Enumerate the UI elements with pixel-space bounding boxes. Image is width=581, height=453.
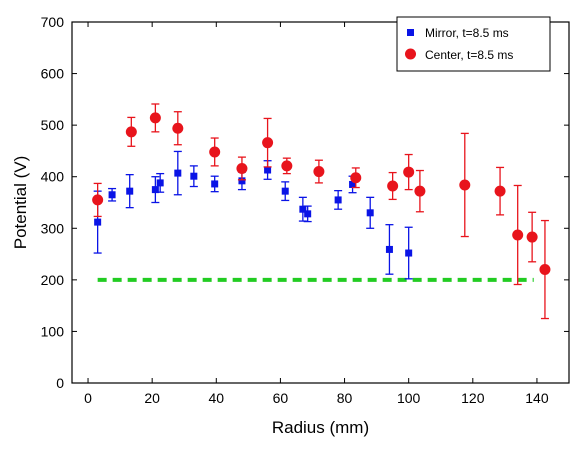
legend-marker-circle: [405, 48, 416, 60]
x-tick-label: 40: [209, 390, 225, 406]
data-point-square: [238, 177, 246, 185]
data-point-square: [108, 191, 116, 199]
data-point-circle: [92, 194, 104, 206]
data-point-circle: [387, 180, 399, 192]
data-point-square: [281, 187, 289, 195]
data-point-square: [334, 196, 342, 204]
y-tick-label: 700: [41, 14, 65, 30]
data-point-square: [385, 245, 393, 253]
x-tick-label: 20: [144, 390, 160, 406]
x-axis-title: Radius (mm): [272, 418, 369, 437]
data-point-square: [126, 187, 134, 195]
data-point-circle: [403, 166, 415, 178]
series-mirror: [93, 150, 413, 280]
y-tick-label: 300: [41, 220, 65, 236]
legend-marker-square: [407, 29, 414, 36]
data-point-circle: [539, 264, 551, 276]
data-point-square: [264, 166, 272, 174]
data-point-square: [211, 180, 219, 188]
data-point-square: [299, 205, 307, 213]
data-point-circle: [459, 179, 471, 191]
data-point-circle: [149, 112, 161, 124]
x-tick-label: 0: [84, 390, 92, 406]
legend-item-center: Center, t=8.5 ms: [405, 48, 513, 62]
series-center: [92, 103, 551, 320]
data-point-circle: [125, 126, 137, 138]
legend: Mirror, t=8.5 ms Center, t=8.5 ms: [396, 16, 551, 72]
data-point-square: [349, 180, 357, 188]
data-point-circle: [209, 146, 221, 158]
legend-item-mirror: Mirror, t=8.5 ms: [407, 26, 509, 40]
x-tick-label: 120: [461, 390, 485, 406]
y-tick-label: 0: [56, 375, 64, 391]
y-axis-title: Potential (V): [11, 156, 30, 250]
y-tick-label: 400: [41, 169, 65, 185]
data-point-circle: [494, 185, 506, 197]
data-point-circle: [350, 172, 362, 184]
y-tick-label: 200: [41, 272, 65, 288]
data-point-circle: [281, 160, 293, 172]
y-tick-label: 500: [41, 117, 65, 133]
x-tick-label: 100: [397, 390, 421, 406]
data-point-circle: [313, 166, 325, 178]
data-point-circle: [512, 229, 524, 241]
plot-border: [71, 21, 570, 384]
data-point-circle: [414, 185, 426, 197]
data-point-circle: [262, 137, 274, 149]
data-point-circle: [526, 231, 538, 243]
data-point-square: [304, 210, 312, 218]
x-tick-label: 60: [273, 390, 289, 406]
data-point-square: [405, 249, 413, 257]
data-point-square: [366, 209, 374, 217]
axes-layer: 0 100 200 300 400 500 600 700 0 20 40 60 80 100 120 140: [41, 14, 569, 406]
x-tick-label: 140: [525, 390, 549, 406]
y-tick-label: 600: [41, 66, 65, 82]
legend-label-center: Center, t=8.5 ms: [425, 48, 513, 62]
data-point-circle: [172, 122, 184, 134]
legend-label-mirror: Mirror, t=8.5 ms: [425, 26, 509, 40]
x-tick-label: 80: [337, 390, 353, 406]
plot-area: [71, 21, 570, 384]
y-tick-label: 100: [41, 323, 65, 339]
data-point-circle: [236, 162, 248, 174]
data-point-square: [156, 179, 164, 187]
data-point-square: [174, 169, 182, 177]
series-layer: [92, 103, 551, 320]
legend-box: [396, 16, 551, 72]
data-point-square: [190, 172, 198, 180]
data-point-square: [151, 186, 159, 194]
data-point-square: [94, 218, 102, 226]
